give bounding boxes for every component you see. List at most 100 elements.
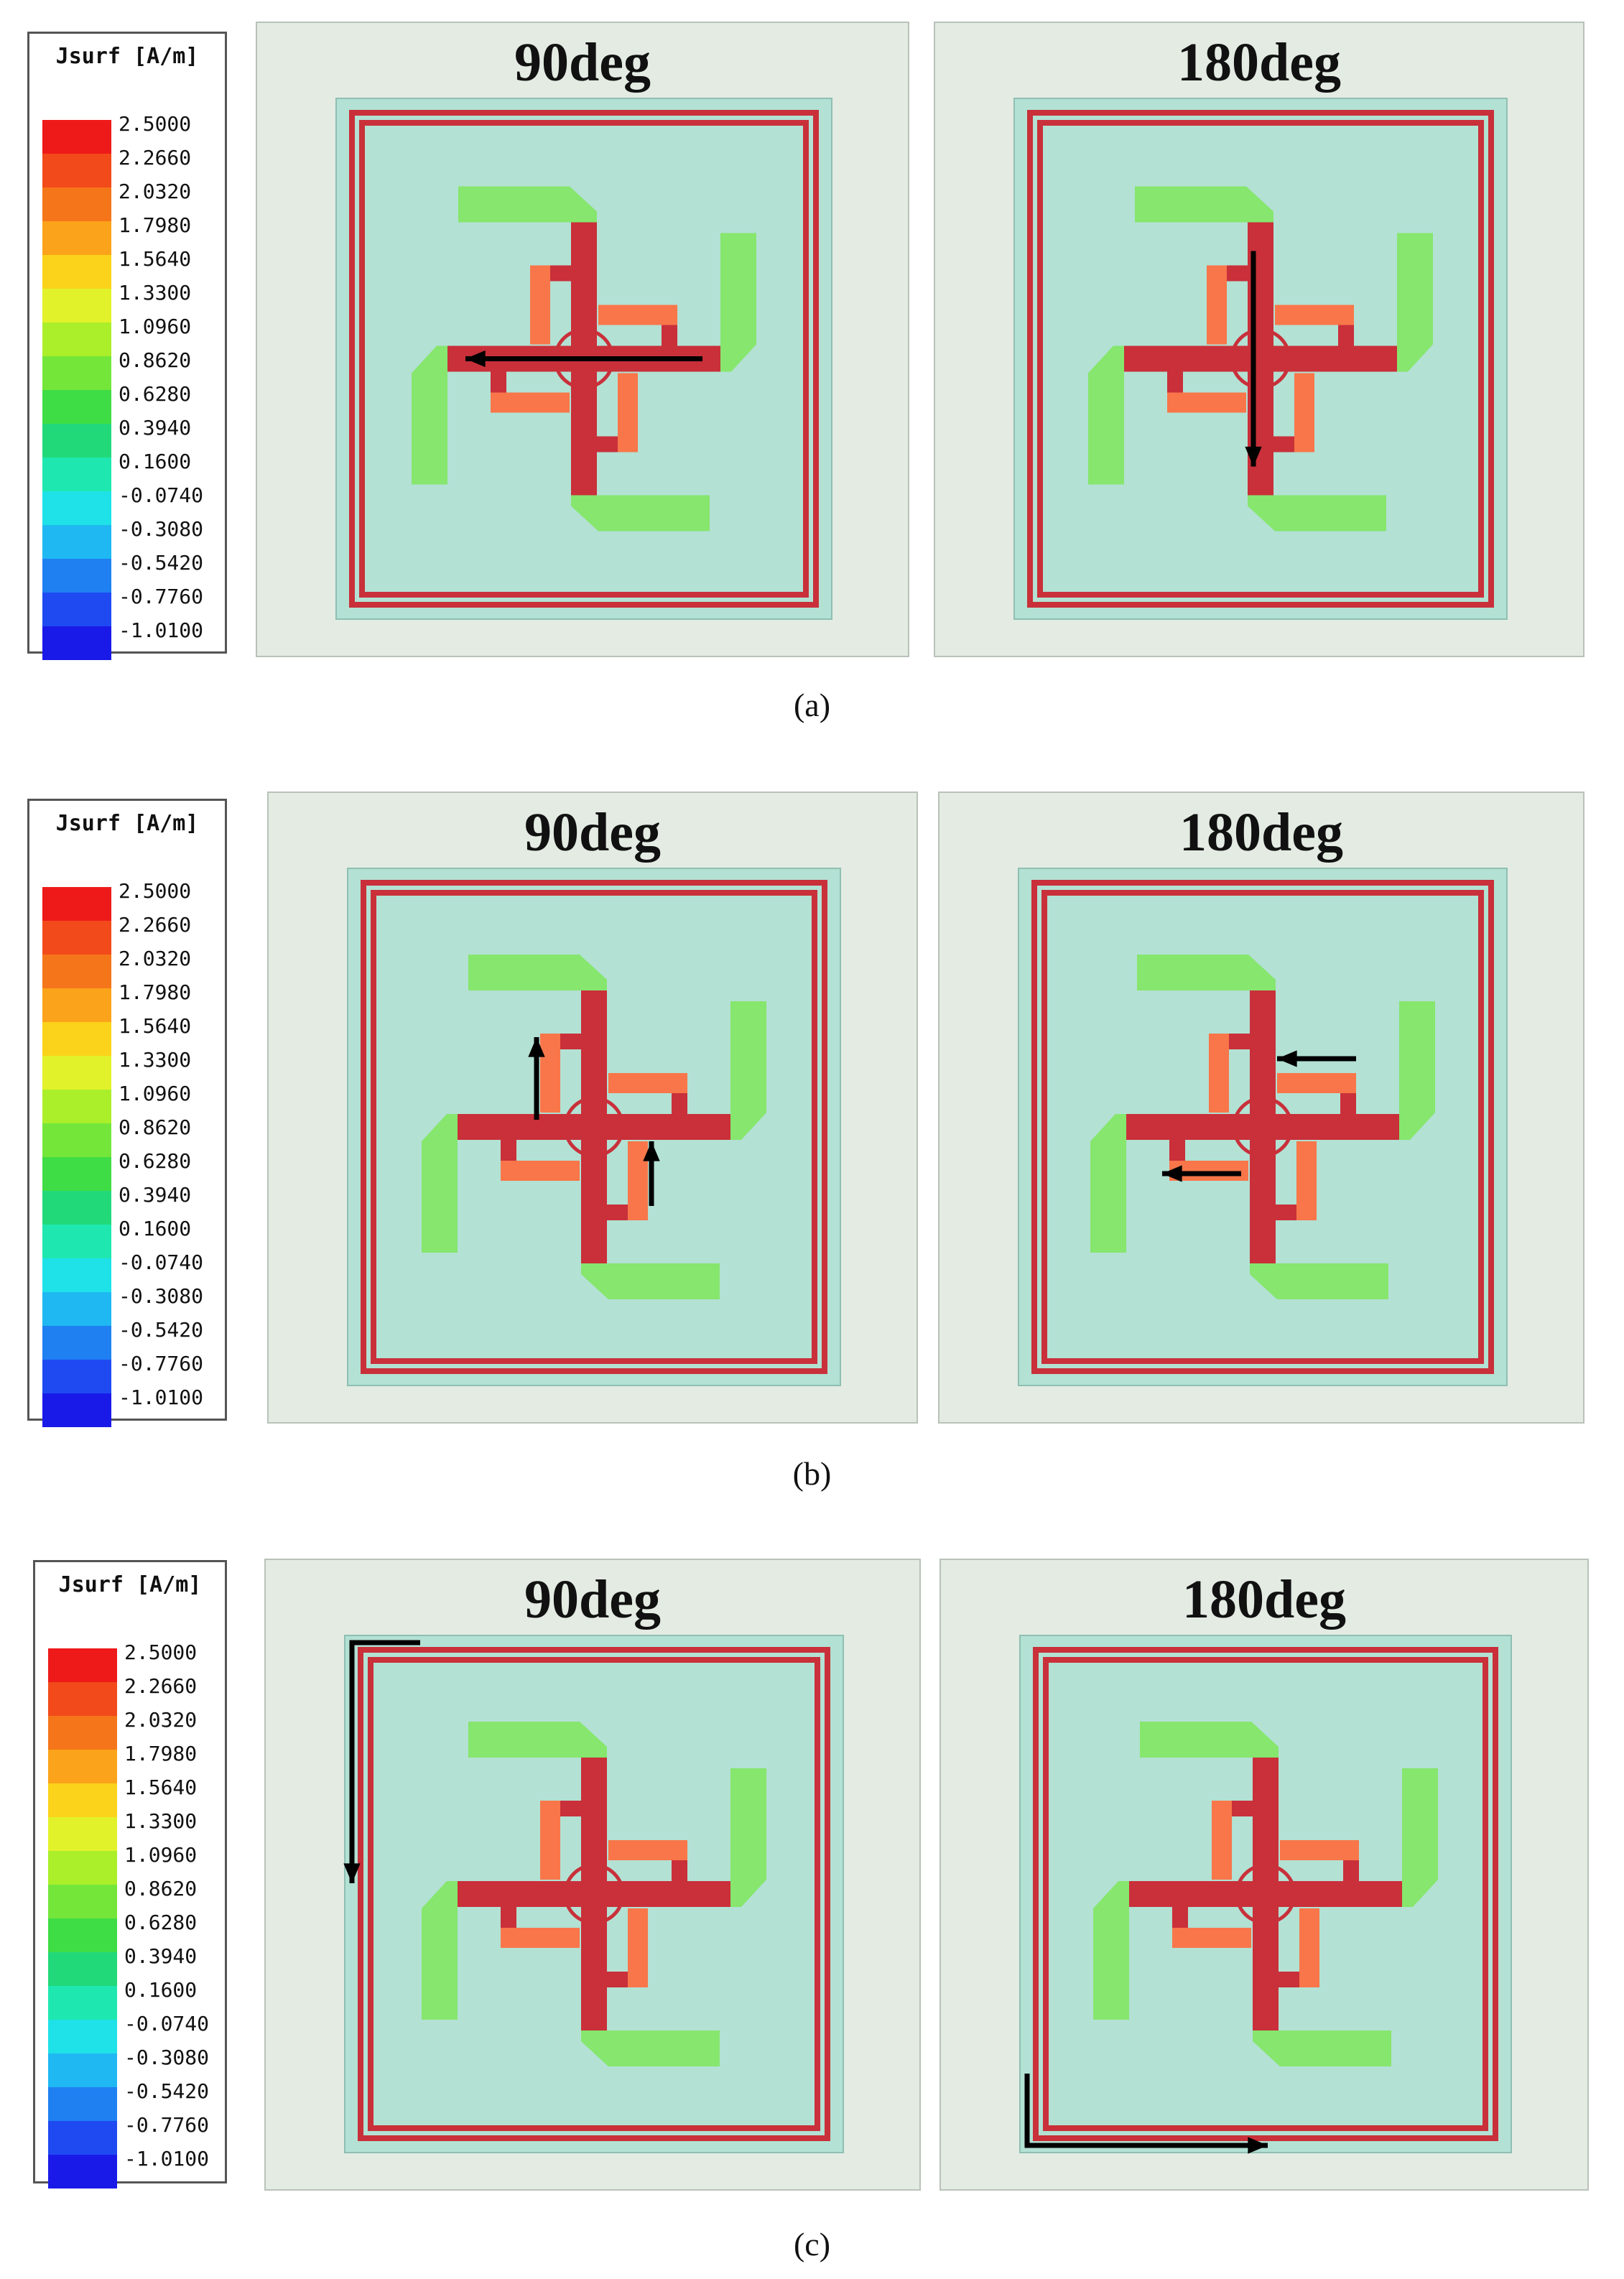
arm-trace xyxy=(1294,373,1314,452)
scale-label: -0.7760 xyxy=(119,585,204,608)
radiating-arm xyxy=(1248,358,1386,532)
arm-trace xyxy=(628,1908,648,1987)
color-scale xyxy=(42,120,111,660)
arm-trace xyxy=(1299,1908,1319,1987)
arm-trace xyxy=(1275,1205,1296,1220)
scale-swatch xyxy=(48,1986,117,2020)
outer-loop-trace xyxy=(1027,110,1494,608)
scale-swatch xyxy=(42,187,111,221)
scale-label: 0.6280 xyxy=(124,1911,198,1934)
arrow-head xyxy=(1277,1050,1297,1067)
arm-trace xyxy=(1169,1139,1185,1161)
arm-trace xyxy=(606,1972,628,1987)
arm-trace xyxy=(1397,233,1433,372)
arm-trace xyxy=(581,2030,720,2066)
scale-label: 2.0320 xyxy=(119,180,192,203)
scale-swatch xyxy=(48,1851,117,1885)
outer-loop-trace xyxy=(359,120,809,598)
outer-loop-trace xyxy=(1043,1657,1488,2131)
scale-swatch xyxy=(42,120,111,154)
scale-swatch xyxy=(48,2053,117,2087)
scale-swatch xyxy=(42,988,111,1022)
panel-title: 90deg xyxy=(514,32,651,93)
arm-trace xyxy=(422,1114,458,1253)
arm-trace xyxy=(596,436,618,452)
color-legend: Jsurf [A/m] 2.5000 2.2660 2.0320 1.7980 1.56… xyxy=(27,799,227,1427)
scale-label: 1.7980 xyxy=(124,1742,198,1765)
arrow-head xyxy=(1248,2137,1268,2154)
arm-trace xyxy=(606,1205,628,1220)
current-direction-arrow xyxy=(349,1640,420,1883)
scale-swatch xyxy=(42,322,111,356)
arm-trace xyxy=(1090,1114,1126,1253)
scale-label: 1.5640 xyxy=(119,247,192,271)
arm-trace xyxy=(1227,265,1248,282)
arm-trace xyxy=(1229,1034,1251,1049)
scale-label: -1.0100 xyxy=(119,1385,204,1409)
arm-trace xyxy=(581,1894,607,2030)
legend-title: Jsurf [A/m] xyxy=(55,811,199,836)
arrow-head xyxy=(465,350,486,368)
arm-trace xyxy=(1172,1906,1188,1928)
panel-title: 90deg xyxy=(524,1569,661,1630)
scale-label: 2.5000 xyxy=(119,112,192,136)
arm-trace xyxy=(501,1906,516,1928)
arm-trace xyxy=(608,1840,687,1860)
scale-swatch xyxy=(42,887,111,921)
scale-label: 0.8620 xyxy=(124,1877,198,1900)
scale-label: 1.5640 xyxy=(119,1014,192,1038)
arm-trace xyxy=(1248,495,1386,532)
outer-loop-trace xyxy=(358,1647,830,2141)
scale-label: -1.0100 xyxy=(119,618,204,642)
arm-trace xyxy=(1207,265,1227,345)
outer-loop-trace xyxy=(361,880,827,1374)
scale-label: 2.2660 xyxy=(119,146,192,170)
arm-trace xyxy=(422,1881,458,2020)
scale-swatch xyxy=(42,221,111,255)
arm-trace xyxy=(598,305,677,325)
scale-swatch xyxy=(48,1682,117,1716)
figure-caption: (c) xyxy=(793,2226,831,2262)
radiating-arm xyxy=(594,1768,766,1907)
arm-trace xyxy=(530,265,550,345)
scale-label: -0.5420 xyxy=(119,551,204,575)
color-scale xyxy=(42,887,111,1427)
scale-swatch xyxy=(48,1783,117,1817)
scale-label: 1.0960 xyxy=(119,315,192,338)
arm-trace xyxy=(1253,2030,1391,2066)
scale-label: 0.1600 xyxy=(119,1217,192,1240)
scale-swatch xyxy=(42,626,111,660)
scale-label: -0.7760 xyxy=(124,2113,210,2137)
radiating-arm xyxy=(1253,1894,1391,2066)
radiating-arm xyxy=(1137,955,1276,1127)
scale-swatch xyxy=(42,1123,111,1157)
panel-180deg: 180deg xyxy=(939,1559,1589,2191)
radiating-arm xyxy=(571,358,710,532)
arm-trace xyxy=(560,1034,582,1049)
arm-trace xyxy=(1167,392,1246,413)
scale-label: 2.5000 xyxy=(124,1640,198,1664)
arm-trace xyxy=(1232,1801,1253,1816)
arm-trace xyxy=(594,1114,730,1140)
scale-label: -1.0100 xyxy=(124,2147,210,2171)
scale-swatch xyxy=(42,458,111,491)
color-legend: Jsurf [A/m] 2.5000 2.2660 2.0320 1.7980 1.56… xyxy=(33,1560,227,2189)
scale-swatch xyxy=(42,1225,111,1258)
panel-title: 90deg xyxy=(524,802,661,863)
arm-trace xyxy=(1277,1073,1356,1093)
arm-trace xyxy=(594,1881,730,1907)
radiating-arm xyxy=(422,1114,594,1253)
arrow-head xyxy=(343,1863,361,1883)
outer-loop-trace xyxy=(1041,890,1484,1364)
arm-trace xyxy=(1135,186,1273,223)
scale-swatch xyxy=(42,1157,111,1191)
arm-trace xyxy=(1126,1114,1263,1140)
scale-label: 0.8620 xyxy=(119,1115,192,1139)
arm-trace xyxy=(1124,345,1261,372)
scale-swatch xyxy=(48,1750,117,1783)
scale-label: -0.5420 xyxy=(119,1318,204,1342)
scale-swatch xyxy=(48,1716,117,1750)
arm-trace xyxy=(672,1093,687,1115)
legend-title: Jsurf [A/m] xyxy=(58,1572,202,1597)
arrow-head xyxy=(643,1141,660,1161)
